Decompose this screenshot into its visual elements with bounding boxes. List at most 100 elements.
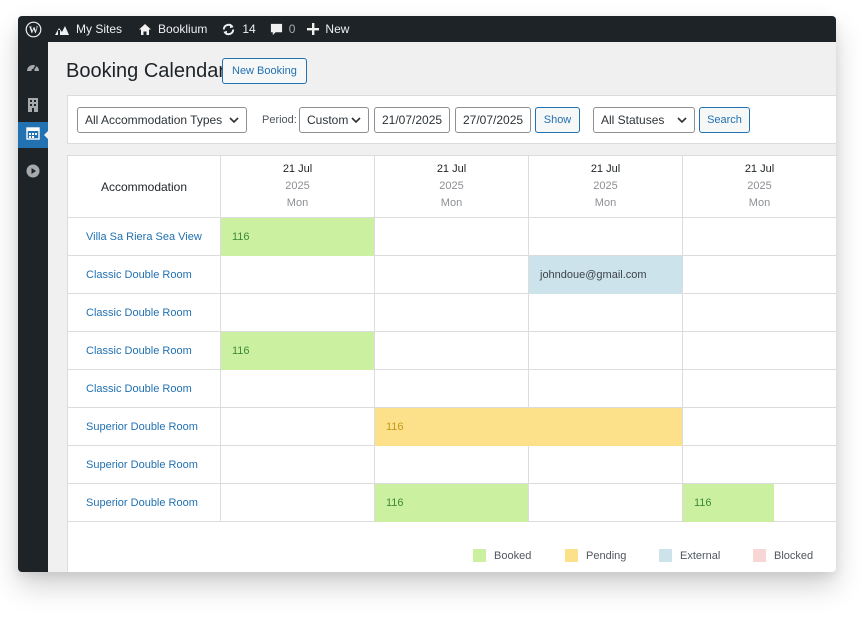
- accommodation-name-link[interactable]: Superior Double Room: [68, 446, 221, 484]
- calendar-cell[interactable]: [375, 370, 529, 408]
- day-header-date: 21 Jul: [590, 163, 621, 175]
- booking-external[interactable]: johndoue@gmail.com: [529, 256, 682, 294]
- accommodation-name-link[interactable]: Villa Sa Riera Sea View: [68, 218, 221, 256]
- media-menu-item[interactable]: [18, 160, 48, 186]
- dashboard-icon: [26, 60, 40, 78]
- calendar-icon: [26, 126, 40, 145]
- calendar-cell[interactable]: [375, 332, 529, 370]
- legend-label-external: External: [680, 549, 721, 562]
- legend-label-booked: Booked: [494, 549, 532, 562]
- accommodation-name-link[interactable]: Classic Double Room: [68, 294, 221, 332]
- legend-blocked: Blocked: [753, 549, 813, 562]
- show-button[interactable]: Show: [535, 107, 580, 133]
- browser-window: W My Sites Booklium 14 0: [18, 16, 836, 572]
- calendar-cell[interactable]: [375, 294, 529, 332]
- calendar-cell[interactable]: [375, 218, 529, 256]
- booking-calendar-menu-item[interactable]: [18, 122, 49, 148]
- accommodation-column-header: Accommodation: [68, 156, 221, 218]
- calendar-cell[interactable]: [529, 484, 683, 522]
- status-select[interactable]: All Statuses: [593, 107, 695, 133]
- calendar-cell[interactable]: [221, 408, 375, 446]
- calendar-cell[interactable]: [529, 370, 683, 408]
- calendar-cell[interactable]: [221, 256, 375, 294]
- date-to-value: 27/07/2025: [463, 113, 524, 127]
- comment-icon: [270, 23, 283, 36]
- calendar-cell[interactable]: [683, 218, 836, 256]
- building-icon: [27, 97, 39, 118]
- day-column-header: 21 Jul 2025 Mon: [221, 156, 375, 218]
- dashboard-menu-item[interactable]: [18, 56, 48, 82]
- calendar-cell[interactable]: [375, 256, 529, 294]
- day-header-weekday: Mon: [440, 197, 463, 209]
- day-header-date: 21 Jul: [436, 163, 467, 175]
- site-name-menu[interactable]: Booklium: [138, 16, 207, 42]
- calendar-cell[interactable]: [683, 332, 836, 370]
- calendar-cell[interactable]: [375, 446, 529, 484]
- play-icon: [26, 164, 40, 183]
- calendar-cell[interactable]: [683, 370, 836, 408]
- period-value: Custom: [307, 113, 349, 127]
- legend-label-pending: Pending: [586, 549, 627, 562]
- search-button[interactable]: Search: [699, 107, 750, 133]
- date-to-input[interactable]: 27/07/2025: [455, 107, 531, 133]
- legend-booked: Booked: [473, 549, 531, 562]
- calendar-cell[interactable]: [683, 408, 836, 446]
- calendar-cell[interactable]: [529, 294, 683, 332]
- chevron-down-icon: [229, 117, 239, 123]
- day-header-date: 21 Jul: [282, 163, 313, 175]
- date-from-input[interactable]: 21/07/2025: [374, 107, 450, 133]
- calendar-cell[interactable]: [221, 446, 375, 484]
- accommodation-name-link[interactable]: Classic Double Room: [68, 370, 221, 408]
- main-content: Booking Calendar New Booking All Accommo…: [48, 42, 836, 572]
- plus-icon: [307, 23, 320, 35]
- calendar-cell[interactable]: [221, 294, 375, 332]
- day-header-year: 2025: [439, 180, 464, 192]
- page-title: Booking Calendar: [66, 60, 225, 82]
- accommodation-type-select[interactable]: All Accommodation Types: [77, 107, 247, 133]
- wordpress-logo-icon[interactable]: W: [20, 16, 46, 42]
- svg-text:W: W: [28, 25, 38, 35]
- chevron-down-icon: [677, 117, 687, 123]
- new-label: New: [325, 22, 350, 36]
- my-sites-icon: [54, 22, 70, 36]
- legend-external: External: [659, 549, 720, 562]
- day-header-year: 2025: [593, 180, 618, 192]
- updates-count: 14: [242, 22, 256, 36]
- status-value: All Statuses: [601, 113, 665, 127]
- accommodation-menu-item[interactable]: [18, 94, 48, 120]
- home-icon: [138, 23, 152, 36]
- my-sites-menu[interactable]: My Sites: [54, 16, 122, 42]
- calendar-cell[interactable]: [529, 218, 683, 256]
- legend-pending: Pending: [565, 549, 626, 562]
- accommodation-name-link[interactable]: Classic Double Room: [68, 256, 221, 294]
- filter-bar: All Accommodation Types Period: Custom 2…: [67, 95, 836, 144]
- legend-swatch-booked: [473, 549, 486, 562]
- calendar-cell[interactable]: [683, 256, 836, 294]
- legend-swatch-blocked: [753, 549, 766, 562]
- booking-booked[interactable]: 116: [683, 484, 774, 522]
- calendar-cell[interactable]: [221, 370, 375, 408]
- booking-pending[interactable]: 116: [375, 408, 682, 446]
- comments-count: 0: [288, 22, 296, 36]
- calendar-cell[interactable]: [683, 294, 836, 332]
- accommodation-name-link[interactable]: Superior Double Room: [68, 408, 221, 446]
- comments-menu[interactable]: 0: [270, 16, 296, 42]
- new-booking-button[interactable]: New Booking: [222, 58, 307, 84]
- day-column-header: 21 Jul 2025 Mon: [683, 156, 836, 218]
- day-header-year: 2025: [285, 180, 310, 192]
- accommodation-name-link[interactable]: Classic Double Room: [68, 332, 221, 370]
- booking-booked[interactable]: 116: [221, 332, 374, 370]
- booking-booked[interactable]: 116: [375, 484, 528, 522]
- accommodation-name-link[interactable]: Superior Double Room: [68, 484, 221, 522]
- period-select[interactable]: Custom: [299, 107, 369, 133]
- period-label: Period:: [262, 114, 297, 126]
- calendar-cell[interactable]: [221, 484, 375, 522]
- site-name-label: Booklium: [158, 22, 208, 36]
- booking-booked[interactable]: 116: [221, 218, 374, 256]
- date-from-value: 21/07/2025: [382, 113, 443, 127]
- updates-menu[interactable]: 14: [221, 16, 256, 42]
- calendar-cell[interactable]: [683, 446, 836, 484]
- new-content-menu[interactable]: New: [307, 16, 349, 42]
- calendar-cell[interactable]: [529, 332, 683, 370]
- calendar-cell[interactable]: [529, 446, 683, 484]
